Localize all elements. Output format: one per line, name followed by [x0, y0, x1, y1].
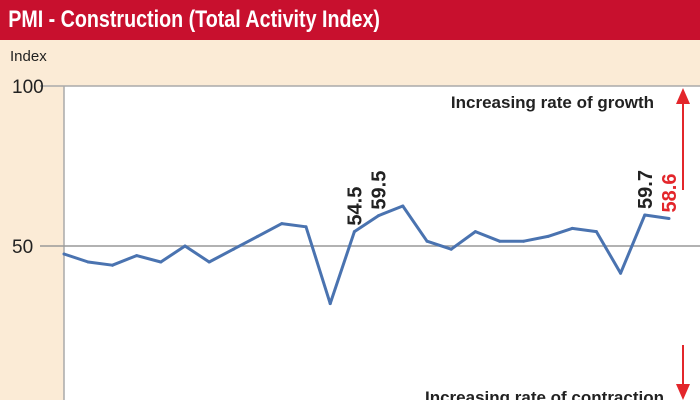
data-point [546, 234, 550, 238]
data-label: 54.5 [344, 187, 366, 226]
data-point [619, 271, 623, 275]
data-point [473, 230, 477, 234]
data-point [62, 252, 66, 256]
data-point [401, 204, 405, 208]
data-point [280, 222, 284, 226]
data-point [594, 230, 598, 234]
plot-area [64, 86, 700, 400]
data-point [304, 225, 308, 229]
data-point [522, 239, 526, 243]
data-point [231, 247, 235, 251]
data-point [667, 216, 671, 220]
y-tick-label: 50 [12, 237, 33, 258]
data-point [643, 213, 647, 217]
annotation-contraction: Increasing rate of contraction [425, 388, 664, 400]
data-point [352, 230, 356, 234]
data-point [159, 260, 163, 264]
line-chart: Index 100 50 54.5 59.5 59.7 58.6 Increasing … [10, 48, 700, 400]
data-point [256, 234, 260, 238]
data-point [449, 247, 453, 251]
data-label: 59.7 [635, 170, 657, 209]
data-point [207, 260, 211, 264]
data-point [86, 260, 90, 264]
chart-title: PMI - Construction (Total Activity Index… [8, 6, 380, 33]
annotation-growth: Increasing rate of growth [451, 93, 654, 112]
up-arrow-icon [676, 88, 690, 190]
data-point [498, 239, 502, 243]
data-point [183, 244, 187, 248]
series-line [63, 204, 670, 306]
data-point [110, 263, 114, 267]
data-point [377, 214, 381, 218]
data-label: 59.5 [369, 171, 391, 210]
data-point [328, 302, 332, 306]
data-point [135, 254, 139, 258]
data-point [570, 226, 574, 230]
data-label: 58.6 [659, 174, 681, 213]
data-point [425, 239, 429, 243]
chart-title-bar: PMI - Construction (Total Activity Index… [0, 0, 700, 40]
down-arrow-icon [676, 345, 690, 400]
y-tick-label: 100 [12, 77, 44, 98]
y-axis-label: Index [10, 48, 47, 65]
